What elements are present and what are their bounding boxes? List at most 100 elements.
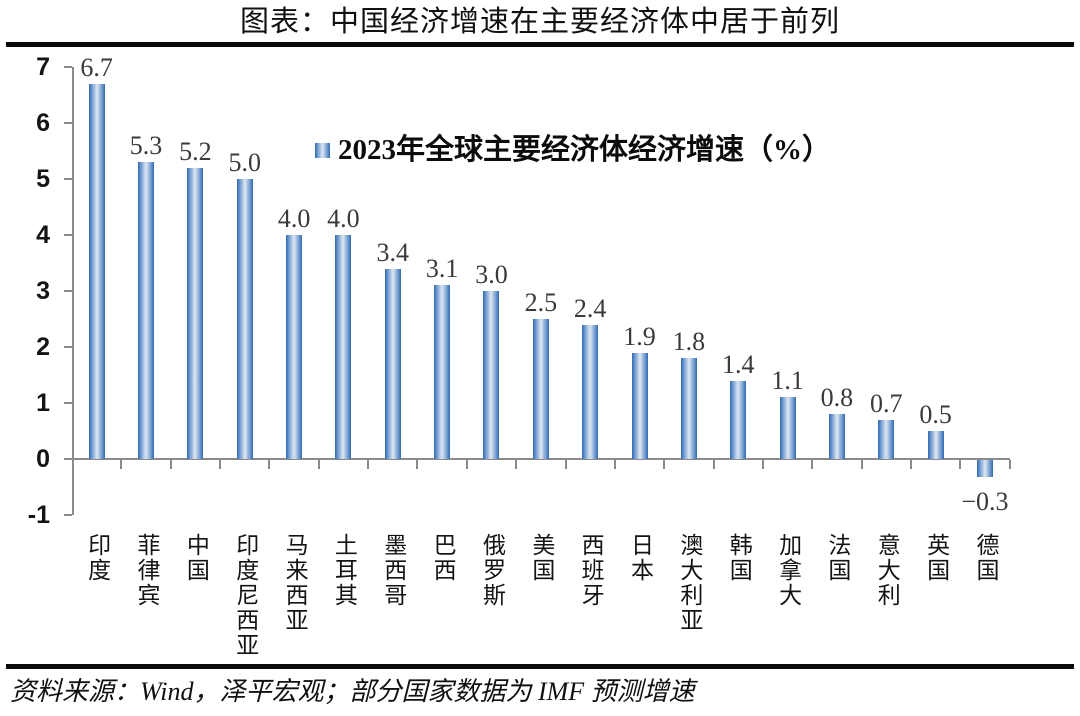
y-axis-tick xyxy=(64,234,72,236)
y-axis-tick-label: 2 xyxy=(36,333,50,361)
source-note: 资料来源：Wind，泽平宏观；部分国家数据为 IMF 预测增速 xyxy=(10,677,695,706)
x-axis-tick xyxy=(613,460,616,469)
bar-韩国 xyxy=(730,380,747,459)
y-axis-tick xyxy=(64,458,72,460)
value-label: 4.0 xyxy=(327,204,360,233)
category-label: 土耳其 xyxy=(331,533,357,608)
x-axis-line xyxy=(72,458,1010,460)
bar-日本 xyxy=(631,352,648,459)
bar-马来西亚 xyxy=(286,235,303,459)
value-label: 2.5 xyxy=(524,288,558,317)
x-axis-tick xyxy=(515,460,518,469)
y-axis-tick-label: 3 xyxy=(36,277,50,305)
y-axis-tick-label: 6 xyxy=(36,109,50,137)
bottom-divider xyxy=(6,664,1074,669)
bar-菲律宾 xyxy=(138,162,155,459)
category-label: 澳大利亚 xyxy=(676,533,702,633)
bar-土耳其 xyxy=(335,235,352,459)
value-label: 5.2 xyxy=(179,136,212,166)
value-label: 3.4 xyxy=(376,237,410,267)
category-label: 印度尼西亚 xyxy=(232,533,258,658)
y-axis-tick-label: 7 xyxy=(36,53,50,81)
bar-意大利 xyxy=(878,419,895,459)
value-label: 4.0 xyxy=(277,204,311,233)
top-divider xyxy=(6,42,1074,47)
value-label: 0.8 xyxy=(820,383,854,413)
category-label: 西班牙 xyxy=(578,533,604,608)
x-axis-tick xyxy=(317,460,320,469)
bar-墨西哥 xyxy=(384,268,401,459)
bar-俄罗斯 xyxy=(483,291,500,459)
bar-巴西 xyxy=(434,285,451,459)
y-axis-tick-label: 5 xyxy=(36,165,50,193)
y-axis-tick xyxy=(64,178,72,180)
x-axis-tick xyxy=(1008,460,1011,469)
bar-澳大利亚 xyxy=(680,358,697,459)
value-label: 5.3 xyxy=(129,131,163,161)
y-axis-tick xyxy=(64,290,72,292)
y-axis-tick xyxy=(64,514,72,516)
x-axis-tick xyxy=(120,460,123,469)
bar-中国 xyxy=(187,167,204,459)
chart-legend: 2023年全球主要经济体经济增速（%） xyxy=(315,134,831,166)
y-axis-tick xyxy=(64,346,72,348)
value-label: −0.3 xyxy=(961,486,1009,516)
x-axis-tick xyxy=(663,460,666,469)
y-axis-tick xyxy=(64,66,72,68)
y-axis-tick-label: 1 xyxy=(36,389,50,417)
value-label: 3.0 xyxy=(475,260,508,289)
legend-label: 2023年全球主要经济体经济增速（%） xyxy=(338,134,832,166)
category-label: 德国 xyxy=(972,533,998,583)
growth-bar-chart: 2023年全球主要经济体经济增速（%） xyxy=(0,47,1080,664)
bar-美国 xyxy=(532,319,549,459)
value-label: 0.7 xyxy=(870,388,903,418)
bar-英国 xyxy=(927,431,944,459)
bar-印度 xyxy=(88,83,105,459)
category-label: 墨西哥 xyxy=(380,533,406,608)
category-label: 韩国 xyxy=(726,533,752,583)
x-axis-tick xyxy=(367,460,370,469)
x-axis-tick xyxy=(712,460,715,469)
bar-印度尼西亚 xyxy=(236,179,253,459)
x-axis-tick xyxy=(416,460,419,469)
y-axis-tick xyxy=(64,122,72,124)
x-axis-tick xyxy=(219,460,222,469)
x-axis-tick xyxy=(761,460,764,469)
y-axis-tick-label: 0 xyxy=(36,445,50,473)
value-label: 1.9 xyxy=(623,321,656,351)
x-axis-tick xyxy=(959,460,962,469)
category-label: 俄罗斯 xyxy=(479,533,505,608)
value-label: 1.4 xyxy=(721,349,755,379)
y-axis-tick-label: -1 xyxy=(27,501,50,529)
category-label: 马来西亚 xyxy=(282,533,308,633)
y-axis-tick xyxy=(64,402,72,404)
y-axis-line xyxy=(72,67,74,515)
category-label: 印度 xyxy=(84,533,110,583)
y-axis-tick-label: 4 xyxy=(36,221,50,249)
x-axis-tick xyxy=(169,460,172,469)
page-title: 图表：中国经济增速在主要经济体中居于前列 xyxy=(239,6,840,38)
value-label: 3.1 xyxy=(425,254,459,284)
bar-德国 xyxy=(976,460,993,477)
category-label: 英国 xyxy=(923,533,949,583)
x-axis-tick xyxy=(909,460,912,469)
category-label: 美国 xyxy=(528,533,554,583)
category-label: 巴西 xyxy=(430,533,456,583)
category-label: 意大利 xyxy=(874,533,900,608)
value-label: 2.4 xyxy=(573,293,607,323)
x-axis-tick xyxy=(564,460,567,469)
x-axis-tick xyxy=(811,460,814,469)
value-label: 0.5 xyxy=(919,400,952,429)
value-label: 1.1 xyxy=(771,366,804,396)
x-axis-tick xyxy=(465,460,468,469)
x-axis-tick xyxy=(860,460,863,469)
value-label: 1.8 xyxy=(672,327,706,357)
bar-加拿大 xyxy=(779,397,796,459)
value-label: 5.0 xyxy=(228,148,261,177)
legend-marker-icon xyxy=(315,142,330,158)
bar-法国 xyxy=(828,414,845,459)
x-axis-tick xyxy=(268,460,271,469)
bar-西班牙 xyxy=(582,324,599,459)
category-label: 菲律宾 xyxy=(134,533,160,608)
